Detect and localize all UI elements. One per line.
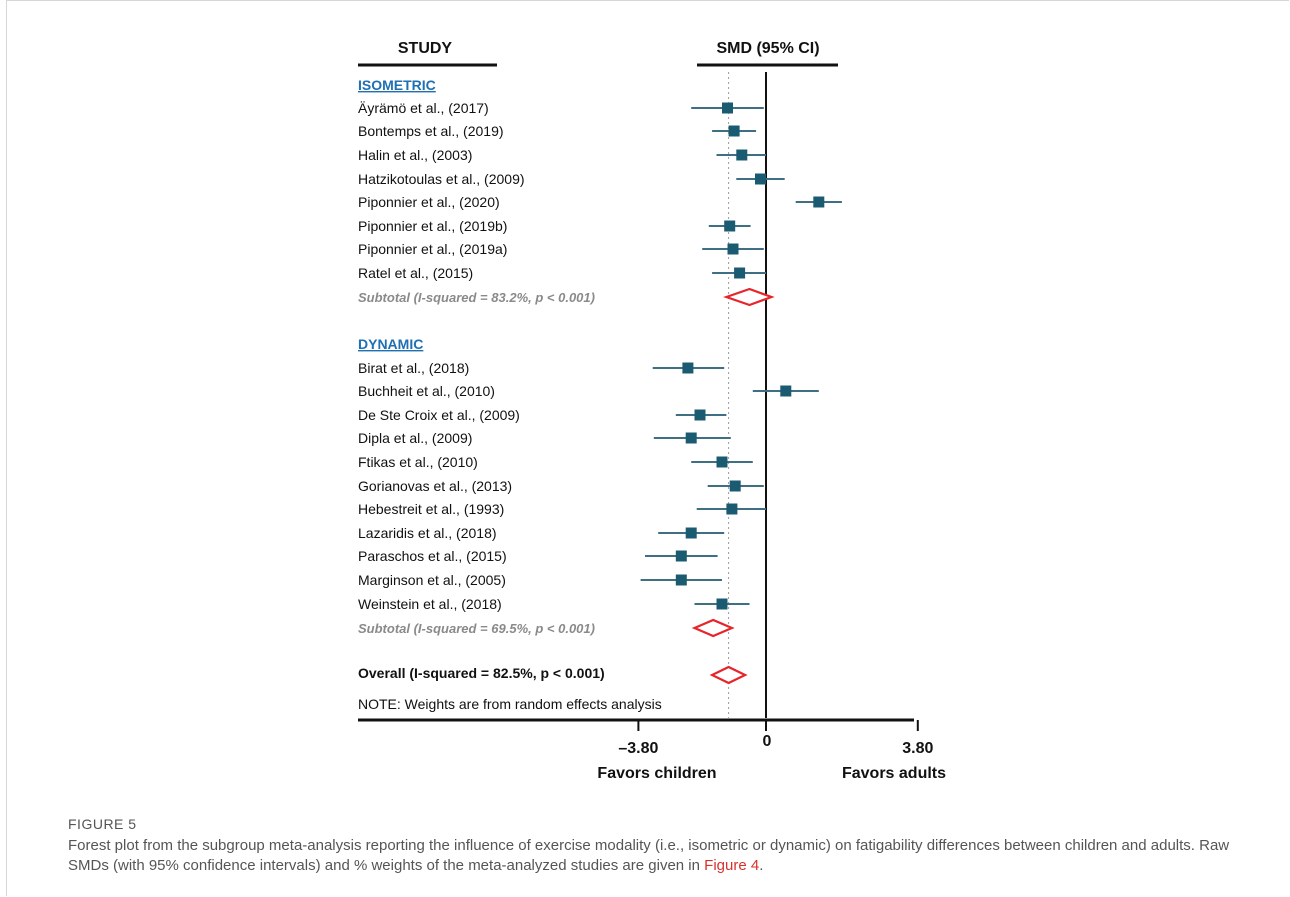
caption-end: . [759, 857, 764, 874]
study-label: Ftikas et al., (2010) [358, 454, 478, 470]
x-tick-label: –3.80 [618, 740, 658, 757]
group-label-dynamic: DYNAMIC [358, 336, 423, 352]
study-label: Weinstein et al., (2018) [358, 596, 502, 612]
study-label: Paraschos et al., (2015) [358, 548, 507, 564]
study-marker [694, 409, 706, 421]
study-label: Gorianovas et al., (2013) [358, 478, 512, 494]
study-marker [727, 243, 739, 255]
subtotal-diamond [723, 287, 775, 307]
study-marker [736, 149, 748, 161]
group-label-isometric: ISOMETRIC [358, 77, 436, 93]
figure-label: FIGURE 5 [68, 816, 137, 832]
forest-plot: STUDY SMD (95% CI) ISOMETRIC Äyrämö et al.,… [358, 40, 946, 782]
study-label: Dipla et al., (2009) [358, 430, 472, 446]
subtotal-diamond [691, 618, 735, 638]
study-label: Marginson et al., (2005) [358, 572, 506, 588]
study-label: De Ste Croix et al., (2009) [358, 407, 520, 423]
subtotal-label: Subtotal (I-squared = 83.2%, p < 0.001) [358, 290, 595, 305]
study-marker [734, 267, 746, 279]
study-label: Halin et al., (2003) [358, 147, 472, 163]
caption-body: Forest plot from the subgroup meta-analy… [68, 837, 1230, 874]
study-label: Piponnier et al., (2019a) [358, 241, 507, 257]
study-label: Piponnier et al., (2020) [358, 194, 500, 210]
study-label: Äyrämö et al., (2017) [358, 100, 489, 116]
study-marker [726, 503, 738, 515]
study-label: Hatzikotoulas et al., (2009) [358, 171, 525, 187]
study-marker [685, 527, 697, 539]
study-marker [724, 220, 736, 232]
study-marker [729, 480, 741, 492]
study-marker [755, 173, 766, 185]
study-marker [682, 362, 694, 374]
study-label: Ratel et al., (2015) [358, 265, 473, 281]
x-tick-label: 3.80 [902, 740, 933, 757]
overall-diamond [709, 665, 748, 685]
study-marker [813, 196, 825, 208]
study-marker [728, 125, 740, 137]
study-label: Buchheit et al., (2010) [358, 383, 495, 399]
study-marker [716, 598, 728, 610]
study-marker [675, 550, 687, 562]
study-marker [722, 102, 733, 114]
x-label-children: Favors children [597, 765, 716, 782]
weights-note: NOTE: Weights are from random effects an… [358, 696, 662, 712]
study-marker [685, 432, 697, 444]
x-label-adults: Favors adults [842, 765, 946, 782]
figure-caption: Forest plot from the subgroup meta-analy… [68, 836, 1238, 876]
study-label: Bontemps et al., (2019) [358, 123, 504, 139]
study-marker [716, 456, 728, 468]
study-label: Piponnier et al., (2019b) [358, 218, 507, 234]
effect-header: SMD (95% CI) [716, 40, 819, 57]
study-label: Birat et al., (2018) [358, 360, 469, 376]
study-label: Hebestreit et al., (1993) [358, 501, 504, 517]
study-label: Lazaridis et al., (2018) [358, 525, 497, 541]
overall-label: Overall (I-squared = 82.5%, p < 0.001) [358, 665, 605, 681]
figure-frame [6, 0, 1289, 896]
study-header: STUDY [398, 40, 453, 57]
study-marker [675, 574, 687, 586]
figure-4-link[interactable]: Figure 4 [704, 857, 760, 874]
subtotal-label: Subtotal (I-squared = 69.5%, p < 0.001) [358, 621, 595, 636]
x-tick-label: 0 [763, 733, 772, 750]
study-marker [780, 385, 792, 397]
